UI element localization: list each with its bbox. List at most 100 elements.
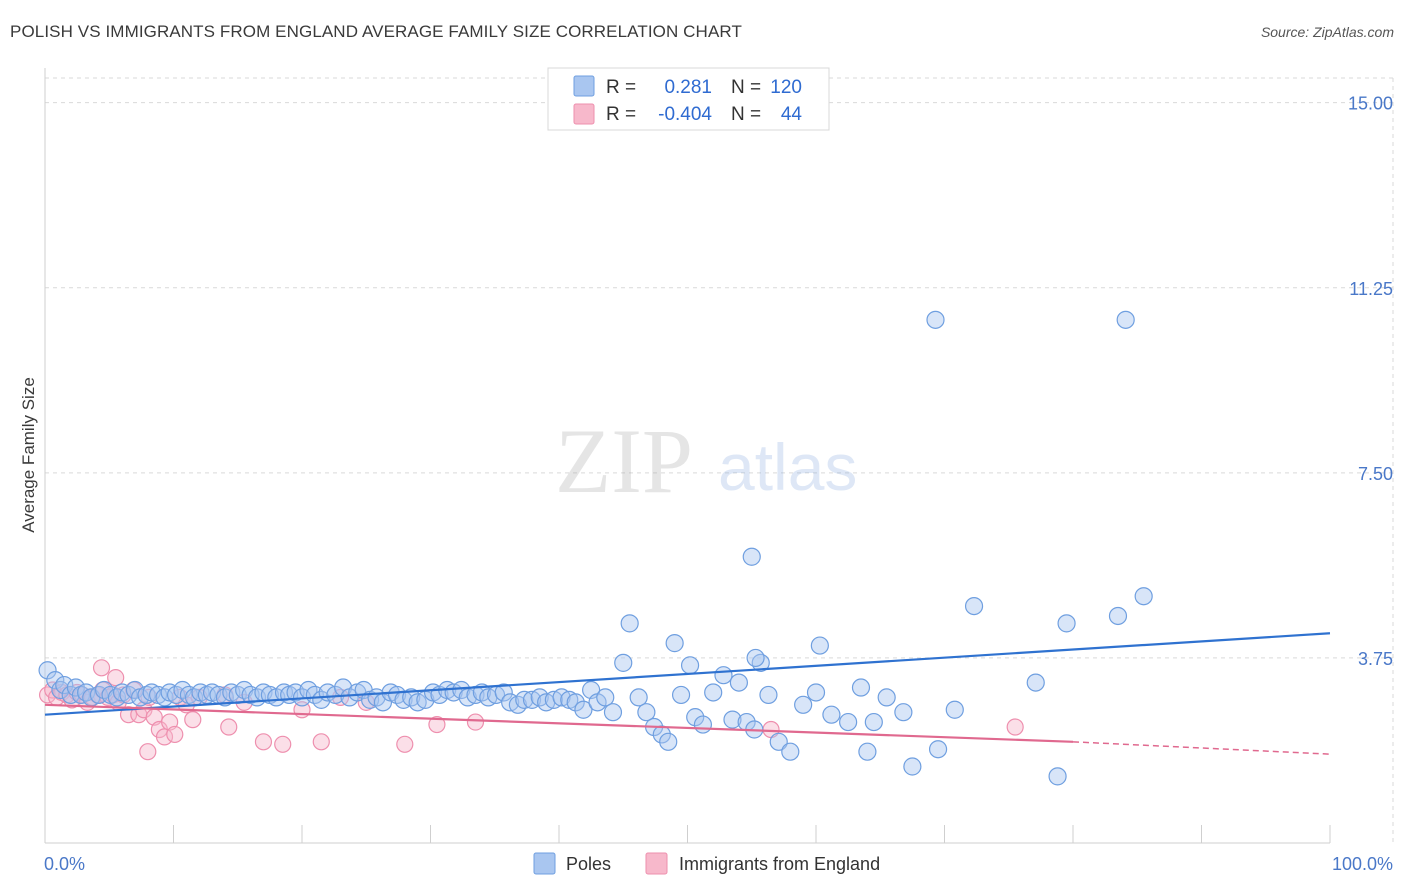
england-point (312, 733, 330, 751)
poles-point (38, 661, 57, 680)
england-point (184, 711, 202, 729)
poles-point (515, 690, 534, 709)
poles-point (858, 742, 877, 761)
poles-point (945, 700, 964, 719)
bottom-legend-swatch-poles (533, 852, 556, 875)
poles-point (794, 695, 813, 714)
poles-point (596, 688, 615, 707)
poles-point (693, 715, 713, 734)
poles-point (926, 310, 945, 329)
poles-point (746, 648, 765, 668)
bottom-legend: Poles Immigrants from England (533, 852, 880, 875)
poles-point (839, 712, 858, 732)
y-tick-label: 15.00 (1348, 94, 1393, 114)
legend-r-value: 0.281 (664, 77, 712, 98)
poles-point (751, 653, 770, 672)
poles-point (810, 636, 829, 655)
england-point (107, 669, 125, 687)
poles-point (822, 705, 841, 724)
chart-title: POLISH VS IMMIGRANTS FROM ENGLAND AVERAG… (10, 22, 742, 41)
poles-point (312, 690, 331, 709)
legend-n-label: N = (731, 104, 761, 125)
england-trend-extension (1072, 741, 1331, 755)
poles-point (637, 703, 656, 722)
axes (44, 68, 1331, 844)
poles-point (629, 688, 648, 707)
england-point (396, 735, 414, 753)
bottom-legend-swatch-england (645, 852, 668, 875)
poles-point (1057, 614, 1076, 633)
england-point (274, 735, 292, 753)
poles-point (723, 710, 742, 729)
poles-point (729, 673, 749, 692)
watermark-zip: ZIP (555, 410, 693, 512)
poles-point (55, 675, 74, 695)
x-tick-labels: 0.0% 100.0% (44, 854, 1393, 874)
poles-point (851, 678, 871, 697)
y-tick-label: 3.75 (1358, 649, 1393, 669)
poles-point (1108, 606, 1128, 626)
poles-point (155, 688, 174, 707)
poles-point (1026, 673, 1045, 692)
poles-point (671, 685, 691, 705)
y-tick-label: 11.25 (1349, 279, 1393, 299)
legend-swatch-england (573, 103, 595, 125)
poles-point (1134, 587, 1153, 606)
poles-point (877, 688, 896, 707)
bottom-legend-england: Immigrants from England (679, 854, 880, 874)
legend-box: R = 0.281 N = 120 R = -0.404 N = 44 (547, 67, 830, 131)
poles-point (686, 708, 705, 727)
poles-point (665, 634, 684, 653)
poles-point (107, 688, 127, 707)
england-point (220, 718, 238, 736)
poles-point (903, 757, 922, 776)
y-tick-labels: 3.75 7.50 11.25 15.00 (1348, 94, 1393, 669)
poles-point (806, 683, 826, 702)
poles-point (614, 653, 633, 672)
legend-r-label: R = (606, 104, 636, 125)
legend-n-value: 120 (770, 77, 802, 98)
england-point (166, 725, 184, 744)
legend-r-label: R = (606, 77, 636, 98)
england-point (139, 743, 157, 761)
poles-point (714, 666, 733, 685)
legend-r-value: -0.404 (658, 104, 712, 125)
england-point (1006, 718, 1024, 736)
poles-points (38, 310, 1153, 786)
watermark: ZIP atlas (555, 410, 857, 512)
poles-point (781, 742, 800, 761)
poles-point (928, 740, 948, 759)
england-point (428, 715, 446, 734)
england-point (92, 659, 111, 677)
poles-point (1116, 310, 1135, 329)
england-trend-line (44, 703, 1074, 743)
x-tick-label: 100.0% (1332, 854, 1393, 874)
poles-point (46, 671, 65, 690)
source-label: Source: ZipAtlas.com (1260, 24, 1394, 40)
poles-point (769, 732, 788, 751)
poles-point (603, 703, 623, 722)
poles-point (566, 693, 585, 712)
poles-point (742, 547, 761, 566)
england-point (254, 733, 273, 751)
poles-point (1048, 767, 1067, 786)
poles-trend-line (44, 632, 1331, 716)
legend-n-label: N = (731, 77, 761, 98)
poles-point (964, 596, 984, 616)
poles-point (704, 683, 723, 702)
bottom-legend-poles: Poles (566, 854, 611, 874)
poles-point (620, 614, 639, 633)
poles-point (894, 703, 913, 722)
trend-lines (44, 632, 1331, 755)
y-tick-label: 7.50 (1358, 464, 1393, 484)
poles-point (680, 656, 700, 675)
poles-point (864, 712, 883, 732)
watermark-atlas: atlas (718, 430, 857, 504)
poles-point (759, 685, 778, 705)
poles-point (659, 732, 678, 751)
legend-swatch-poles (573, 75, 595, 97)
y-axis-label: Average Family Size (19, 377, 38, 533)
poles-point (494, 683, 513, 702)
legend-n-value: 44 (781, 104, 803, 125)
